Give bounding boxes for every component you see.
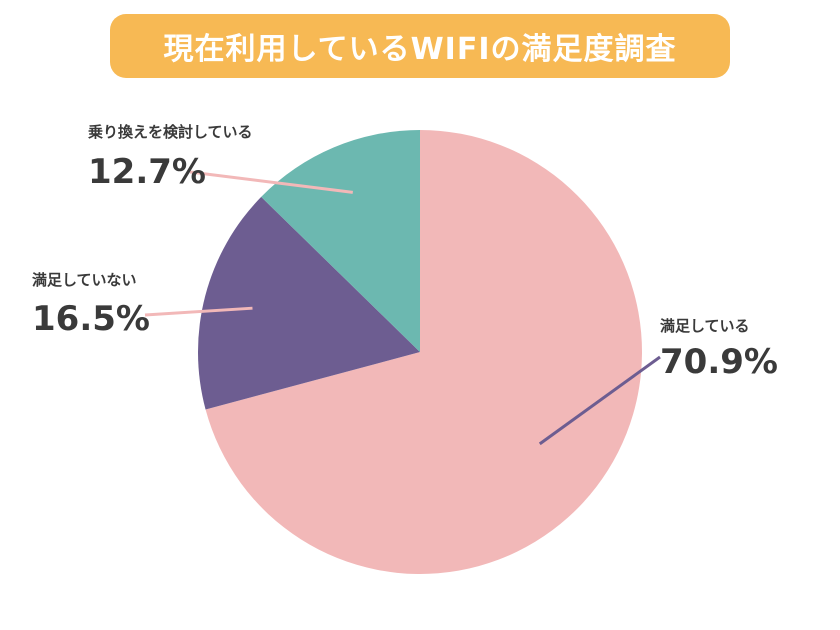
leader-lines	[144, 170, 661, 446]
slice-label-not-satisfied: 満足していない	[32, 271, 137, 289]
chart-title: 現在利用しているWIFIの満足度調査	[163, 32, 677, 67]
slice-value-not-satisfied: 16.5%	[32, 299, 150, 339]
pie-slices	[198, 130, 642, 574]
leader-line-satisfied	[538, 355, 661, 446]
pie-slice-not-satisfied	[198, 196, 420, 410]
pie-slice-satisfied	[205, 130, 642, 574]
chart-title-banner: 現在利用しているWIFIの満足度調査	[110, 14, 730, 78]
leader-line-not-satisfied	[144, 306, 253, 317]
leader-line-considering-switch	[189, 170, 353, 194]
slice-value-satisfied: 70.9%	[660, 342, 778, 382]
slice-label-considering-switch: 乗り換えを検討している	[88, 123, 253, 141]
slice-label-satisfied: 満足している	[660, 317, 750, 335]
slice-value-considering-switch: 12.7%	[88, 152, 206, 192]
